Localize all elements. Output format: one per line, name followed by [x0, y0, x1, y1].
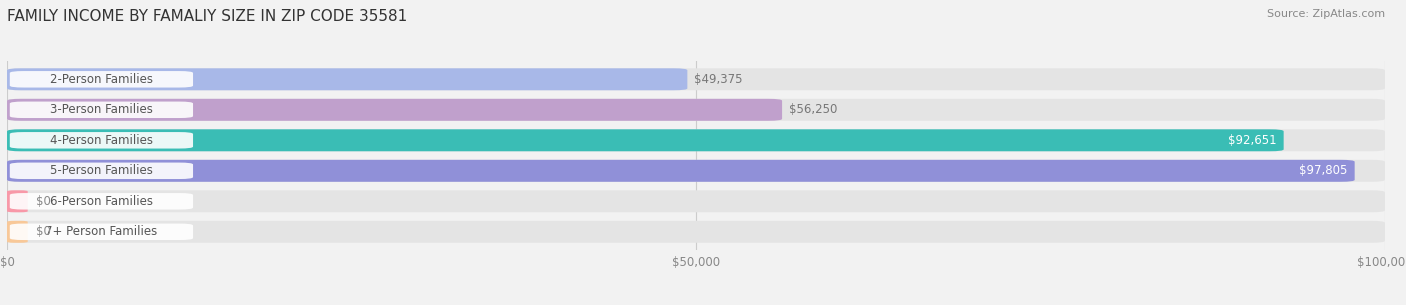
Text: FAMILY INCOME BY FAMALIY SIZE IN ZIP CODE 35581: FAMILY INCOME BY FAMALIY SIZE IN ZIP COD…	[7, 9, 408, 24]
FancyBboxPatch shape	[7, 221, 1385, 243]
FancyBboxPatch shape	[7, 221, 28, 243]
FancyBboxPatch shape	[7, 129, 1284, 151]
FancyBboxPatch shape	[10, 71, 193, 88]
Text: 4-Person Families: 4-Person Families	[51, 134, 153, 147]
Text: $56,250: $56,250	[789, 103, 838, 116]
Text: 5-Person Families: 5-Person Families	[51, 164, 153, 177]
FancyBboxPatch shape	[7, 160, 1385, 182]
Text: $0: $0	[37, 195, 51, 208]
FancyBboxPatch shape	[7, 160, 1354, 182]
FancyBboxPatch shape	[7, 99, 782, 121]
FancyBboxPatch shape	[7, 99, 1385, 121]
Text: $92,651: $92,651	[1227, 134, 1277, 147]
Text: 3-Person Families: 3-Person Families	[51, 103, 153, 116]
FancyBboxPatch shape	[7, 129, 1385, 151]
FancyBboxPatch shape	[10, 163, 193, 179]
FancyBboxPatch shape	[7, 68, 688, 90]
FancyBboxPatch shape	[7, 190, 28, 212]
FancyBboxPatch shape	[7, 190, 1385, 212]
FancyBboxPatch shape	[10, 102, 193, 118]
FancyBboxPatch shape	[10, 224, 193, 240]
Text: $49,375: $49,375	[695, 73, 742, 86]
Text: $0: $0	[37, 225, 51, 238]
FancyBboxPatch shape	[10, 193, 193, 210]
FancyBboxPatch shape	[10, 132, 193, 149]
Text: 2-Person Families: 2-Person Families	[51, 73, 153, 86]
Text: 6-Person Families: 6-Person Families	[51, 195, 153, 208]
Text: Source: ZipAtlas.com: Source: ZipAtlas.com	[1267, 9, 1385, 19]
FancyBboxPatch shape	[7, 68, 1385, 90]
Text: 7+ Person Families: 7+ Person Families	[45, 225, 157, 238]
Text: $97,805: $97,805	[1299, 164, 1348, 177]
